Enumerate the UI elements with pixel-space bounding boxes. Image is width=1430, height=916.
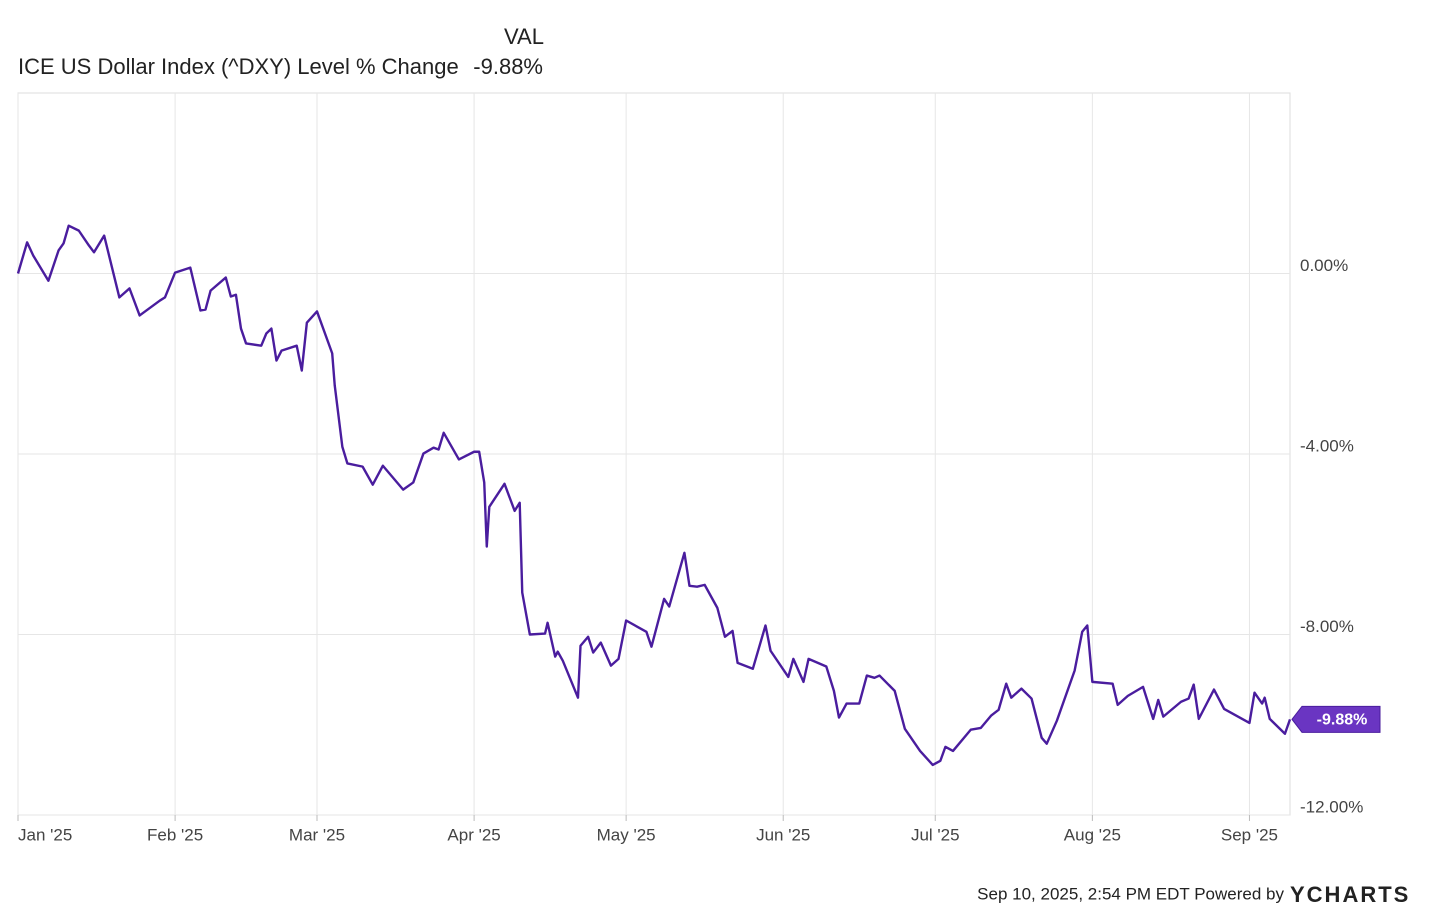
x-tick-label: Mar '25 xyxy=(289,825,345,844)
y-tick-label: -12.00% xyxy=(1300,797,1363,816)
x-tick-label: Apr '25 xyxy=(447,825,500,844)
x-tick-label: Aug '25 xyxy=(1064,825,1121,844)
line xyxy=(16,224,1292,767)
legend-value: -9.88% xyxy=(473,54,543,79)
x-tick-label: May '25 xyxy=(597,825,656,844)
x-tick-label: Feb '25 xyxy=(147,825,203,844)
x-tick-label: Sep '25 xyxy=(1221,825,1278,844)
x-tick-label: Jun '25 xyxy=(756,825,810,844)
last-value-label: -9.88% xyxy=(1317,712,1368,729)
x-tick-label: Jul '25 xyxy=(911,825,960,844)
y-tick-label: -8.00% xyxy=(1300,617,1354,636)
x-tick-label: Jan '25 xyxy=(18,825,72,844)
y-tick-label: 0.00% xyxy=(1300,256,1348,275)
y-tick-label: -4.00% xyxy=(1300,436,1354,455)
brand: YCHARTS xyxy=(1290,882,1410,907)
column-header: VAL xyxy=(504,24,544,49)
footer: Sep 10, 2025, 2:54 PM EDT Powered by xyxy=(977,884,1284,903)
last-value-tag xyxy=(1291,705,1381,733)
legend-name: ICE US Dollar Index (^DXY) Level % Chang… xyxy=(18,54,459,79)
